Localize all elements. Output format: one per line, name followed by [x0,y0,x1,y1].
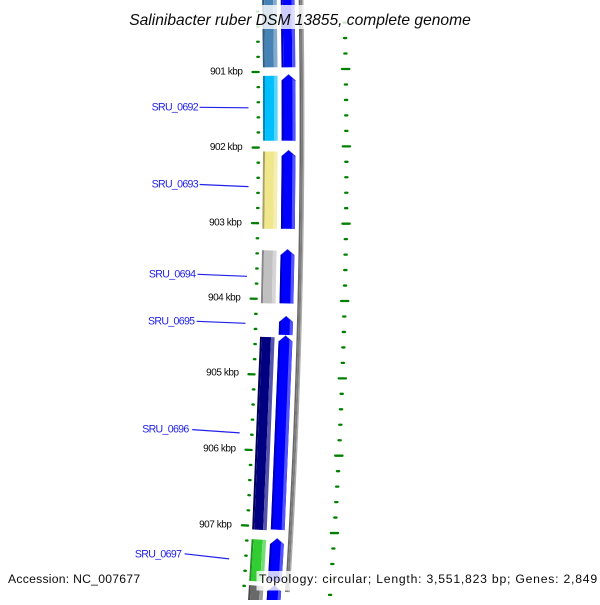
svg-text:Topology: circular; Length: 3,: Topology: circular; Length: 3,551,823 bp… [259,572,598,586]
svg-text:Accession: NC_007677: Accession: NC_007677 [8,572,140,586]
svg-text:901 kbp: 901 kbp [210,66,243,77]
svg-text:SRU_0692: SRU_0692 [152,101,199,113]
svg-text:904 kbp: 904 kbp [208,293,241,304]
svg-text:SRU_0697: SRU_0697 [135,548,182,560]
svg-text:907 kbp: 907 kbp [199,520,232,531]
svg-text:SRU_0693: SRU_0693 [152,179,199,191]
svg-text:Salinibacter ruber DSM 13855,: Salinibacter ruber DSM 13855, complete g… [129,12,471,29]
svg-text:903 kbp: 903 kbp [209,217,242,228]
svg-text:SRU_0694: SRU_0694 [149,268,196,280]
svg-text:SRU_0696: SRU_0696 [142,424,189,436]
svg-text:905 kbp: 905 kbp [206,368,239,379]
svg-text:902 kbp: 902 kbp [210,142,243,153]
svg-text:906 kbp: 906 kbp [203,444,236,455]
svg-text:SRU_0695: SRU_0695 [148,316,195,328]
